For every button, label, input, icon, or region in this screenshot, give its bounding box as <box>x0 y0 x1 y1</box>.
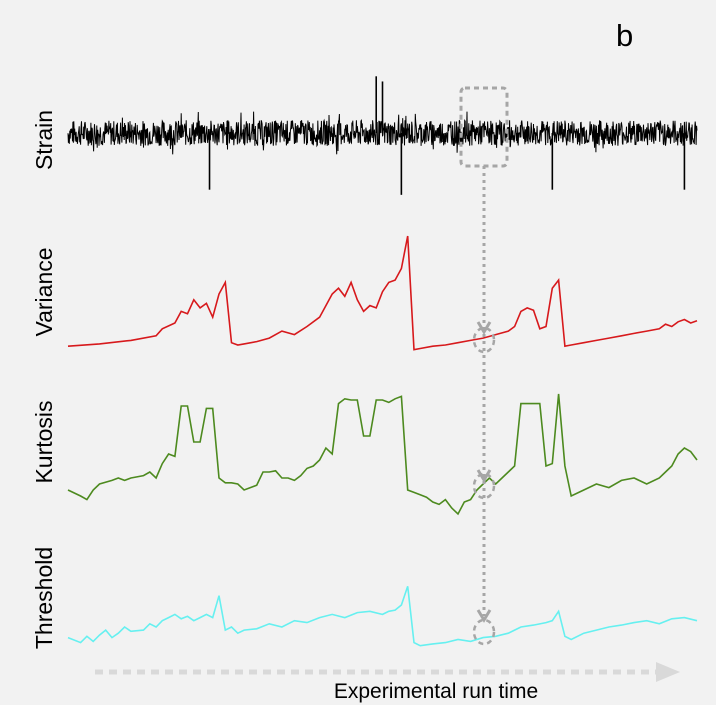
x-axis-label: Experimental run time <box>334 680 538 703</box>
panel-label: b <box>616 18 633 53</box>
kurtosis-axis-label: Kurtosis <box>31 400 57 483</box>
variance-axis-label: Variance <box>31 247 57 336</box>
strain-axis-label: Strain <box>31 110 57 170</box>
threshold-axis-label: Threshold <box>31 547 57 649</box>
